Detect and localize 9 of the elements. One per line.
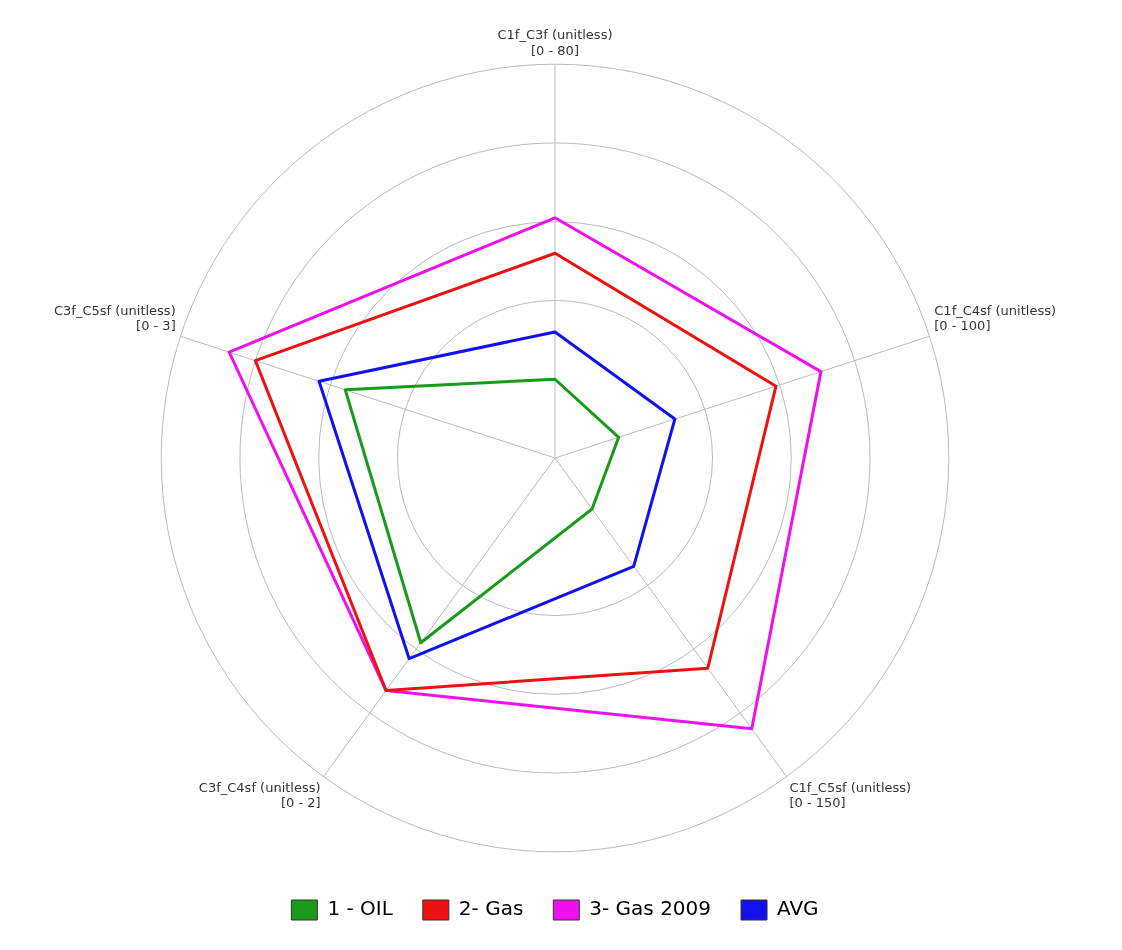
spoke-label: C1f_C4sf (unitless) [0 - 100] bbox=[934, 302, 1057, 334]
legend-label: AVG bbox=[777, 896, 819, 921]
legend-label: 3- Gas 2009 bbox=[589, 896, 712, 921]
spoke-label: C3f_C5sf (unitless) [0 - 3] bbox=[53, 302, 176, 334]
spoke-label: C3f_C4sf (unitless) [0 - 2] bbox=[198, 779, 321, 811]
legend-label: 2- Gas bbox=[458, 896, 524, 921]
spoke-label: C1f_C3f (unitless) [0 - 80] bbox=[497, 27, 613, 58]
spoke-label: C1f_C5sf (unitless) [0 - 150] bbox=[789, 779, 912, 811]
legend-label: 1 - OIL bbox=[327, 896, 394, 921]
